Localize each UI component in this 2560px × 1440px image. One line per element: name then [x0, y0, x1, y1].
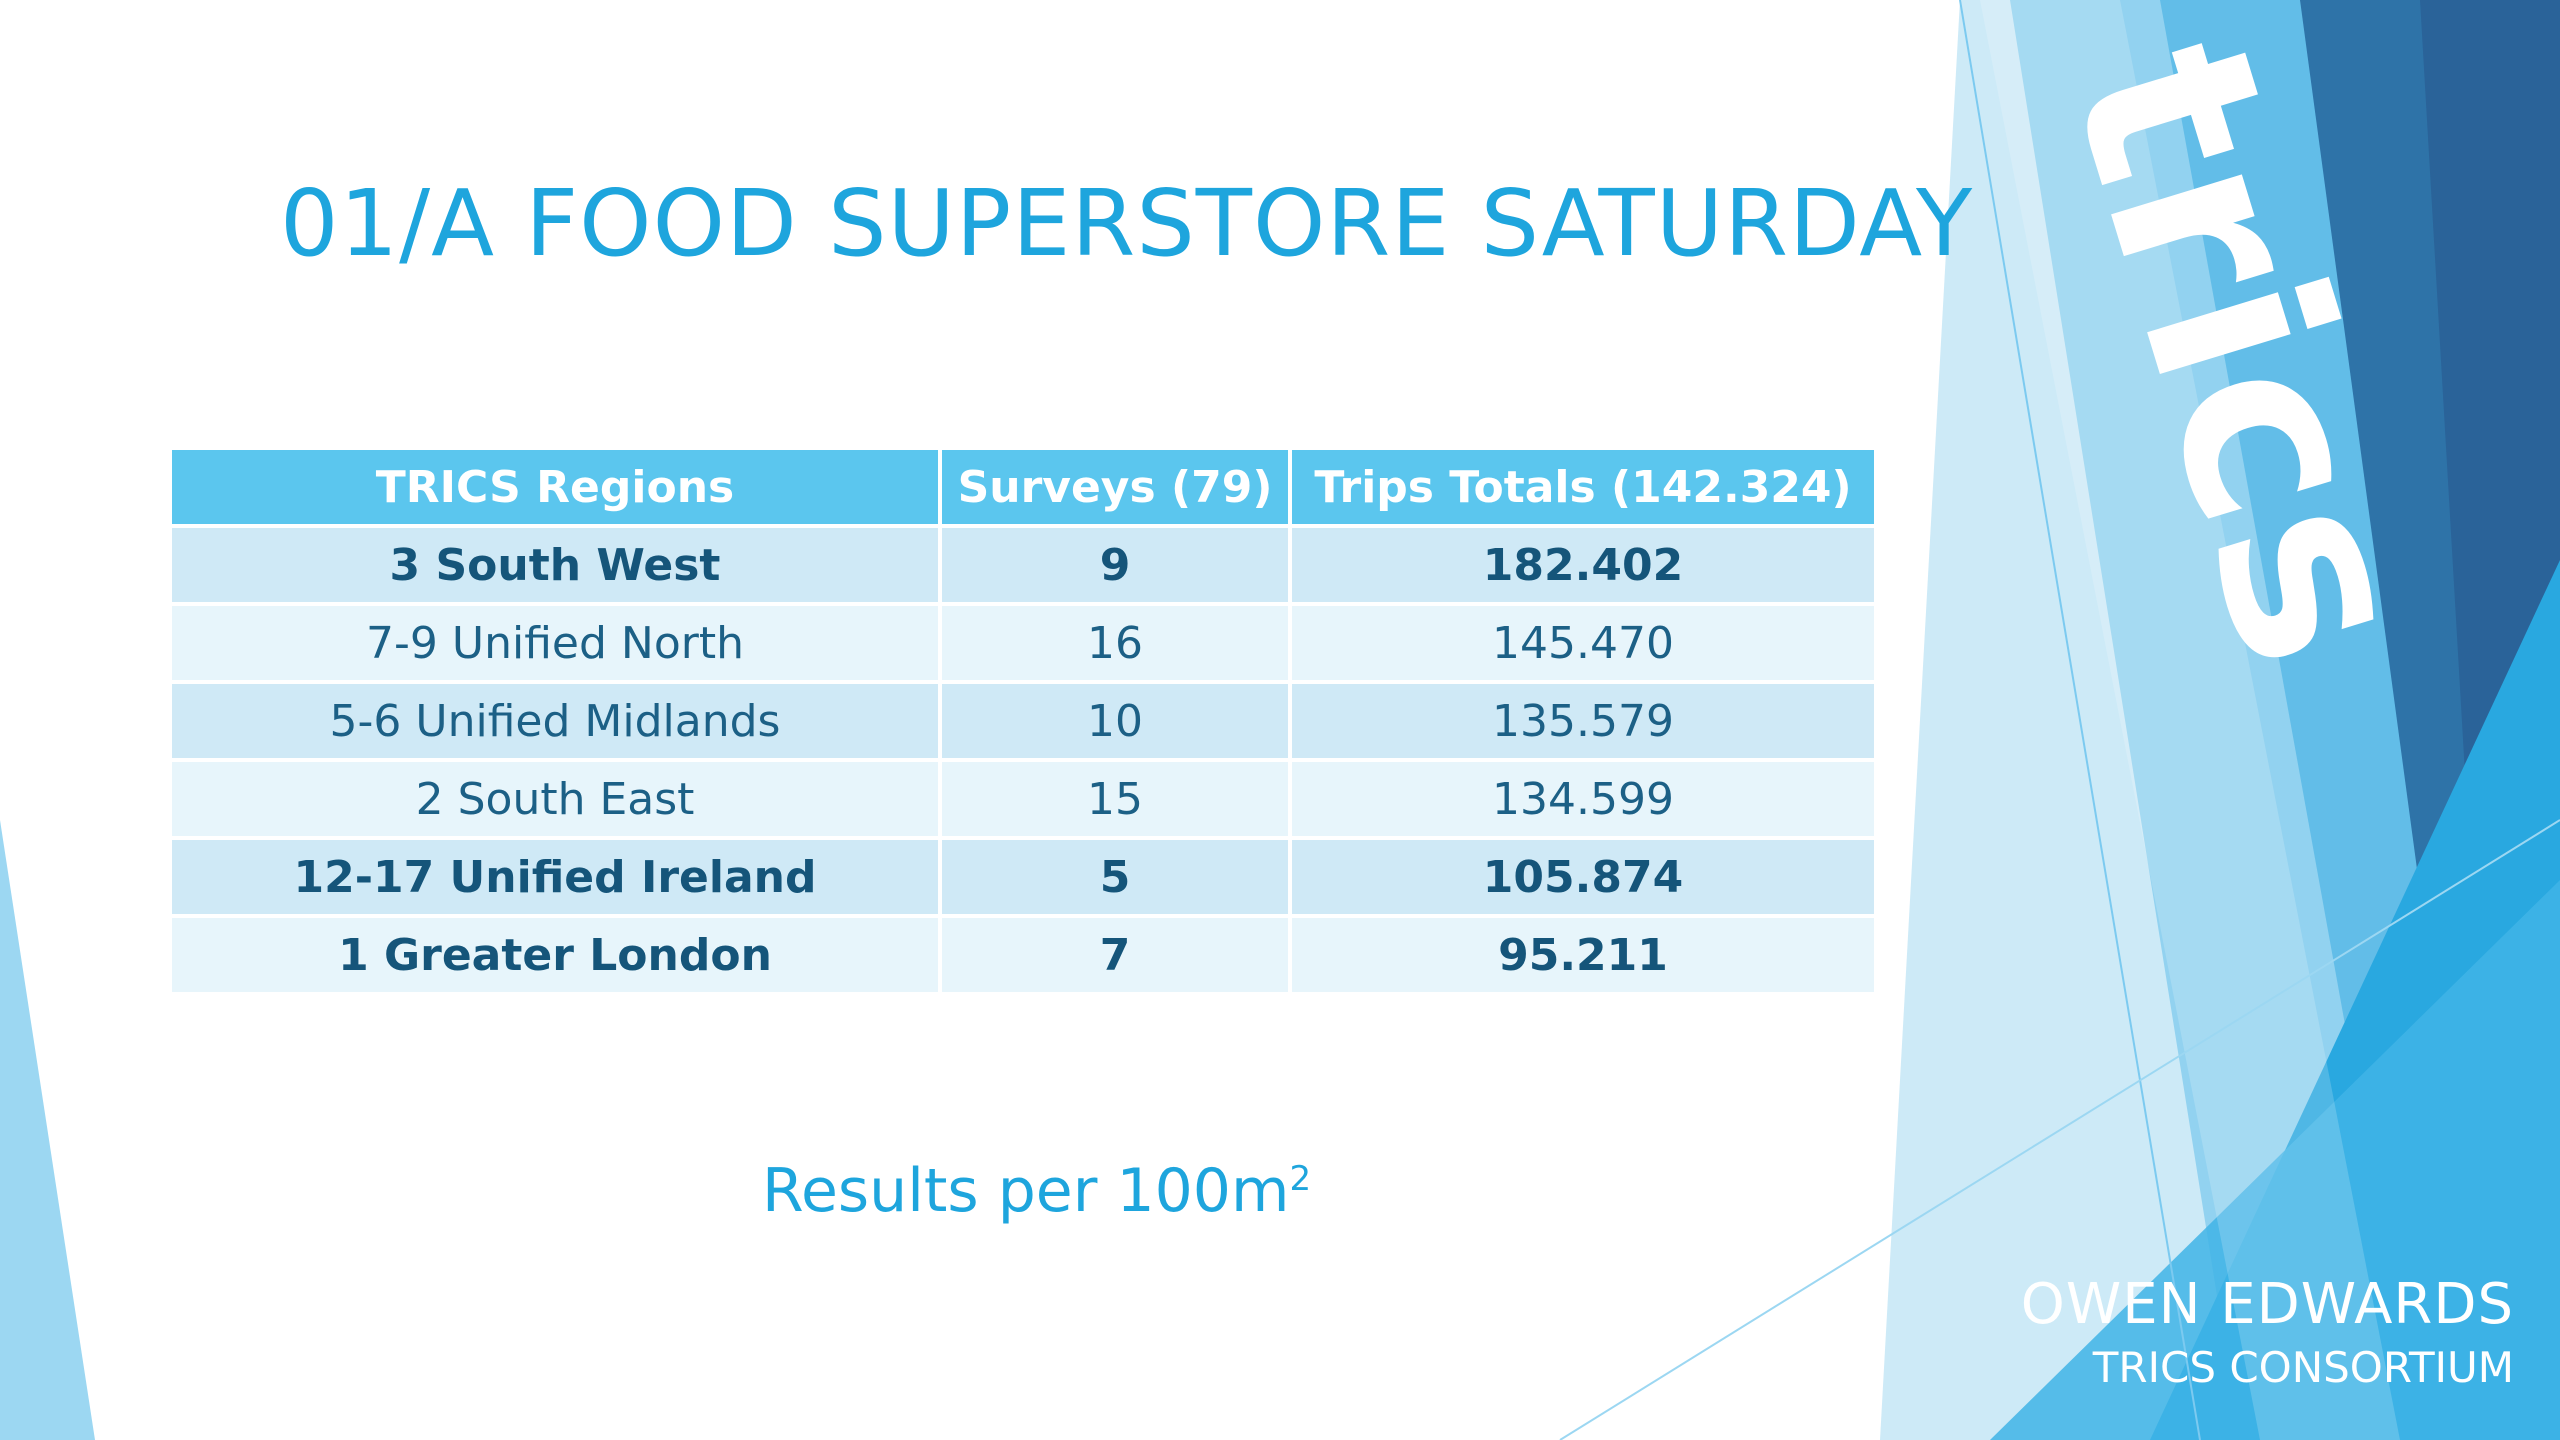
surveys-cell: 5	[938, 836, 1292, 918]
table-row: 2 South East 15 134.599	[168, 758, 1878, 840]
author-name: OWEN EDWARDS	[2020, 1272, 2514, 1337]
page-title: 01/A FOOD SUPERSTORE SATURDAY	[280, 170, 1974, 277]
results-note-text: Results per 100m	[762, 1156, 1290, 1226]
table-header-row: TRICS Regions Surveys (79) Trips Totals …	[168, 446, 1878, 528]
table-row: 3 South West 9 182.402	[168, 524, 1878, 606]
surveys-cell: 16	[938, 602, 1292, 684]
region-cell: 3 South West	[168, 524, 942, 606]
right-panel-sheen	[1980, 0, 2400, 1440]
author-organization: TRICS CONSORTIUM	[2092, 1343, 2514, 1392]
surveys-cell: 9	[938, 524, 1292, 606]
left-accent-shape	[0, 820, 95, 1440]
surveys-cell: 10	[938, 680, 1292, 762]
decor-line	[1959, 0, 2201, 1440]
results-note-superscript: 2	[1289, 1159, 1312, 1199]
region-cell: 12-17 Unified Ireland	[168, 836, 942, 918]
table-row: 5-6 Unified Midlands 10 135.579	[168, 680, 1878, 762]
trips-cell: 105.874	[1288, 836, 1878, 918]
column-header-regions: TRICS Regions	[168, 446, 942, 528]
trips-cell: 134.599	[1288, 758, 1878, 840]
table-row: 1 Greater London 7 95.211	[168, 914, 1878, 996]
region-cell: 1 Greater London	[168, 914, 942, 996]
decor-line	[1559, 819, 2560, 1440]
trips-cell: 145.470	[1288, 602, 1878, 684]
right-panel-bottom	[1990, 880, 2560, 1440]
surveys-cell: 7	[938, 914, 1292, 996]
table-row: 12-17 Unified Ireland 5 105.874	[168, 836, 1878, 918]
region-cell: 2 South East	[168, 758, 942, 840]
results-note: Results per 100m2	[762, 1156, 1311, 1226]
column-header-trips: Trips Totals (142.324)	[1288, 446, 1878, 528]
region-cell: 5-6 Unified Midlands	[168, 680, 942, 762]
table-row: 7-9 Unified North 16 145.470	[168, 602, 1878, 684]
regions-table: TRICS Regions Surveys (79) Trips Totals …	[168, 446, 1878, 996]
trips-cell: 182.402	[1288, 524, 1878, 606]
surveys-cell: 15	[938, 758, 1292, 840]
trips-cell: 135.579	[1288, 680, 1878, 762]
trips-cell: 95.211	[1288, 914, 1878, 996]
region-cell: 7-9 Unified North	[168, 602, 942, 684]
author-block: OWEN EDWARDS TRICS CONSORTIUM	[2021, 1272, 2514, 1392]
column-header-surveys: Surveys (79)	[938, 446, 1292, 528]
